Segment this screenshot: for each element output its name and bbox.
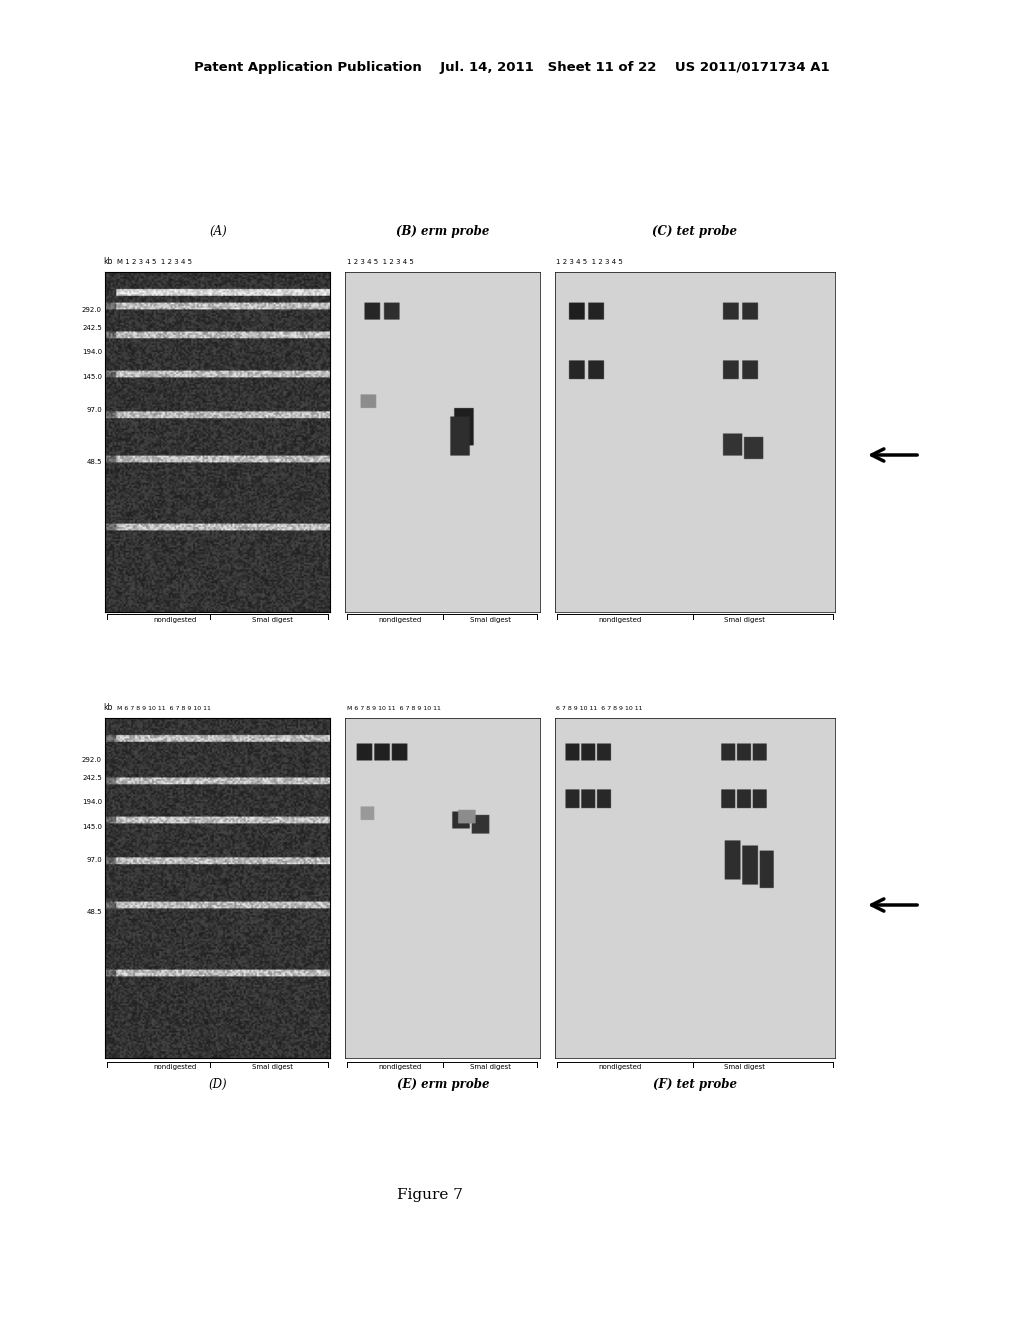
Text: 48.5: 48.5 [86,459,102,465]
Text: SmaI digest: SmaI digest [725,1064,766,1071]
Text: (B) erm probe: (B) erm probe [396,224,489,238]
Text: (D): (D) [209,1078,227,1092]
Text: nondigested: nondigested [598,1064,642,1071]
Text: 97.0: 97.0 [86,857,102,863]
Text: 292.0: 292.0 [82,756,102,763]
Text: kb: kb [103,257,113,267]
Text: 242.5: 242.5 [82,325,102,331]
Text: 97.0: 97.0 [86,407,102,413]
Text: 48.5: 48.5 [86,909,102,915]
Text: SmaI digest: SmaI digest [252,616,293,623]
Text: nondigested: nondigested [379,616,422,623]
Text: M 6 7 8 9 10 11  6 7 8 9 10 11: M 6 7 8 9 10 11 6 7 8 9 10 11 [347,706,441,711]
Text: 145.0: 145.0 [82,374,102,380]
Text: 292.0: 292.0 [82,308,102,313]
Text: Patent Application Publication    Jul. 14, 2011   Sheet 11 of 22    US 2011/0171: Patent Application Publication Jul. 14, … [195,62,829,74]
Text: 1 2 3 4 5  1 2 3 4 5: 1 2 3 4 5 1 2 3 4 5 [556,259,623,265]
Text: SmaI digest: SmaI digest [725,616,766,623]
Text: nondigested: nondigested [154,616,197,623]
Text: nondigested: nondigested [154,1064,197,1071]
Text: kb: kb [103,704,113,711]
Text: (A): (A) [209,224,227,238]
Text: nondigested: nondigested [379,1064,422,1071]
Text: 242.5: 242.5 [82,775,102,781]
Text: SmaI digest: SmaI digest [469,616,511,623]
Text: 194.0: 194.0 [82,799,102,805]
Text: M 6 7 8 9 10 11  6 7 8 9 10 11: M 6 7 8 9 10 11 6 7 8 9 10 11 [117,706,211,711]
Text: nondigested: nondigested [598,616,642,623]
Text: Figure 7: Figure 7 [397,1188,463,1203]
Text: M 1 2 3 4 5  1 2 3 4 5: M 1 2 3 4 5 1 2 3 4 5 [117,259,193,265]
Text: 145.0: 145.0 [82,824,102,830]
Text: (E) erm probe: (E) erm probe [396,1078,489,1092]
Text: (F) tet probe: (F) tet probe [653,1078,737,1092]
Text: SmaI digest: SmaI digest [252,1064,293,1071]
Text: 1 2 3 4 5  1 2 3 4 5: 1 2 3 4 5 1 2 3 4 5 [347,259,414,265]
Text: (C) tet probe: (C) tet probe [652,224,737,238]
Text: 6 7 8 9 10 11  6 7 8 9 10 11: 6 7 8 9 10 11 6 7 8 9 10 11 [556,706,642,711]
Text: 194.0: 194.0 [82,348,102,355]
Text: SmaI digest: SmaI digest [469,1064,511,1071]
